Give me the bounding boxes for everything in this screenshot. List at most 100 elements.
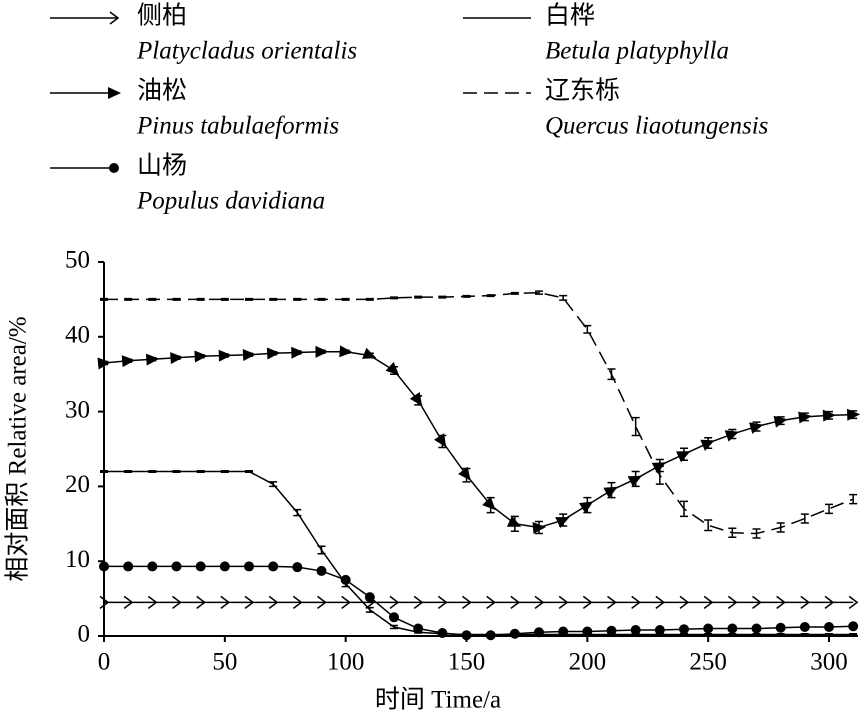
error-bar <box>680 633 688 637</box>
marker <box>751 623 762 634</box>
legend-label: 白桦 <box>545 2 595 30</box>
marker <box>385 361 400 376</box>
error-bar <box>655 633 664 637</box>
error-bar <box>559 633 568 637</box>
marker <box>752 595 762 609</box>
error-bar <box>655 465 664 485</box>
marker <box>123 595 134 609</box>
marker <box>244 561 254 572</box>
x-tick-label: 100 <box>327 649 365 676</box>
error-bar <box>752 633 761 637</box>
marker <box>679 595 690 609</box>
marker <box>679 624 689 635</box>
error-bar <box>631 633 640 637</box>
marker <box>775 622 786 633</box>
marker <box>676 451 691 463</box>
y-axis-label: 相对面积 Relative area/% <box>4 316 32 581</box>
marker <box>482 496 496 511</box>
error-bar <box>728 527 737 539</box>
marker <box>437 595 448 609</box>
error-bar <box>825 503 833 515</box>
error-bar <box>800 633 809 637</box>
error-bar <box>317 297 326 301</box>
marker <box>631 595 641 609</box>
x-tick-label: 300 <box>810 649 848 676</box>
marker <box>703 623 714 634</box>
x-tick-label: 150 <box>448 649 486 676</box>
error-bar <box>196 469 205 473</box>
error-bar <box>365 297 374 301</box>
error-bar <box>100 297 108 301</box>
y-tick-label: 20 <box>65 471 90 498</box>
marker <box>219 561 230 572</box>
error-bar <box>607 368 616 381</box>
error-bar <box>172 297 181 301</box>
error-bar <box>486 633 495 637</box>
marker <box>218 349 232 362</box>
marker <box>773 415 788 428</box>
series-line <box>104 291 854 535</box>
error-bar <box>124 297 133 301</box>
error-bar <box>800 513 809 524</box>
marker <box>145 353 160 366</box>
error-bar <box>680 500 688 518</box>
marker <box>630 625 641 636</box>
legend-label: 山杨 <box>137 152 187 180</box>
error-bar <box>438 295 447 299</box>
error-bar <box>583 324 592 334</box>
error-bar <box>293 508 302 517</box>
series-line <box>104 565 854 637</box>
legend-latin: Betula platyphylla <box>545 38 729 65</box>
error-bar <box>728 633 737 637</box>
error-bar <box>148 297 157 301</box>
marker <box>268 595 279 609</box>
marker <box>434 433 447 448</box>
marker <box>364 592 375 603</box>
error-bar <box>510 291 519 295</box>
error-bar <box>245 297 253 301</box>
x-tick-label: 0 <box>98 649 111 676</box>
error-bar <box>317 545 326 555</box>
series-line <box>104 470 854 636</box>
marker <box>97 357 111 370</box>
marker <box>389 612 399 623</box>
error-bar <box>341 297 350 301</box>
x-tick-label: 50 <box>212 649 237 676</box>
marker <box>822 409 836 422</box>
marker <box>579 501 594 514</box>
marker <box>532 522 546 534</box>
legend-label: 侧柏 <box>137 2 187 30</box>
error-bar <box>414 630 423 634</box>
marker <box>724 430 739 442</box>
error-bar <box>486 294 495 298</box>
marker <box>799 622 810 633</box>
y-tick-label: 0 <box>78 621 91 648</box>
marker <box>800 595 811 609</box>
marker <box>510 595 521 609</box>
error-bar <box>269 297 278 301</box>
y-tick-label: 50 <box>65 247 90 274</box>
y-tick-label: 30 <box>65 396 90 423</box>
error-bar <box>704 519 713 532</box>
marker <box>341 595 351 609</box>
error-bar <box>148 469 157 473</box>
marker <box>848 595 859 609</box>
error-bar <box>365 606 374 613</box>
error-bar <box>510 633 519 637</box>
error-bar <box>100 469 108 473</box>
legend-marker <box>109 11 120 25</box>
marker <box>582 595 593 609</box>
marker <box>555 517 570 529</box>
marker <box>727 623 738 634</box>
marker <box>776 595 786 609</box>
error-bar <box>849 633 858 637</box>
error-bar <box>535 290 543 295</box>
marker <box>824 622 834 633</box>
marker <box>413 595 424 609</box>
marker <box>389 595 400 609</box>
marker <box>655 595 666 609</box>
marker <box>195 561 206 572</box>
marker <box>462 595 472 609</box>
marker <box>121 355 136 368</box>
error-bar <box>438 632 447 636</box>
